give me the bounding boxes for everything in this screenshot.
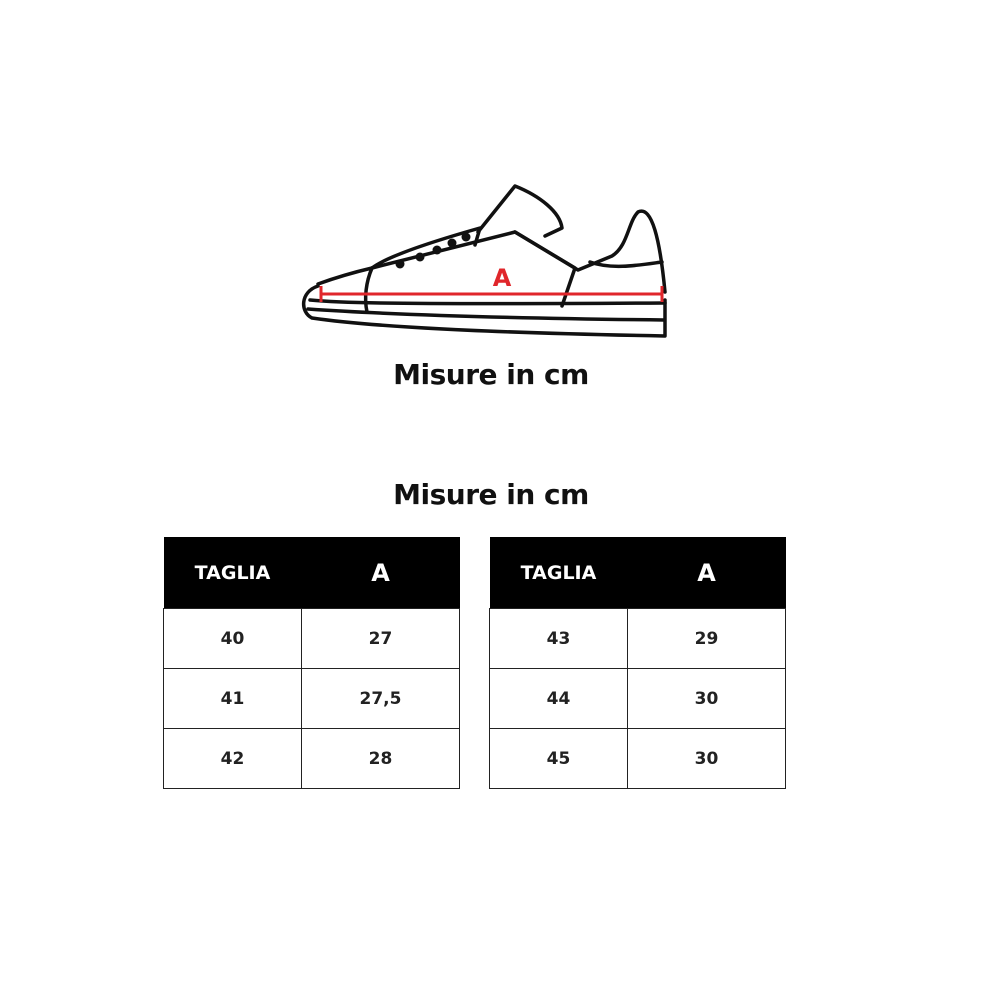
table-row: 43 29 [489,608,786,669]
header-size: TAGLIA [489,537,628,609]
shoe-tongue [476,184,564,238]
shoe-heel-counter [588,260,664,269]
size-cell: 41 [163,668,302,729]
shoe-upper-outline [316,209,667,294]
table-row: 42 28 [163,728,460,789]
table-title: Misure in cm [393,478,589,511]
shoe-eyestay [370,226,482,270]
length-cell: 30 [627,668,786,729]
shoe-sole-top [308,298,667,306]
measure-label: A [493,264,512,292]
size-table-left: TAGLIA A 40 27 41 27,5 42 28 [163,537,460,789]
table-row: 41 27,5 [163,668,460,729]
header-a: A [627,537,786,609]
header-size: TAGLIA [163,537,302,609]
length-cell: 27 [301,608,460,669]
size-cell: 42 [163,728,302,789]
shoe-sole-line [306,307,666,322]
shoe-sole [302,284,667,338]
table-row: 45 30 [489,728,786,789]
size-cell: 43 [489,608,628,669]
shoe-toe-cap [363,266,374,314]
table-row: 40 27 [163,608,460,669]
shoe-laces [395,232,471,269]
length-cell: 27,5 [301,668,460,729]
size-cell: 44 [489,668,628,729]
length-cell: 30 [627,728,786,789]
size-table-right: TAGLIA A 43 29 44 30 45 30 [489,537,786,789]
measure-line-a [319,286,664,302]
header-a: A [301,537,460,609]
table-row: 44 30 [489,668,786,729]
length-cell: 29 [627,608,786,669]
length-cell: 28 [301,728,460,789]
size-cell: 45 [489,728,628,789]
diagram-title: Misure in cm [393,358,589,391]
size-cell: 40 [163,608,302,669]
